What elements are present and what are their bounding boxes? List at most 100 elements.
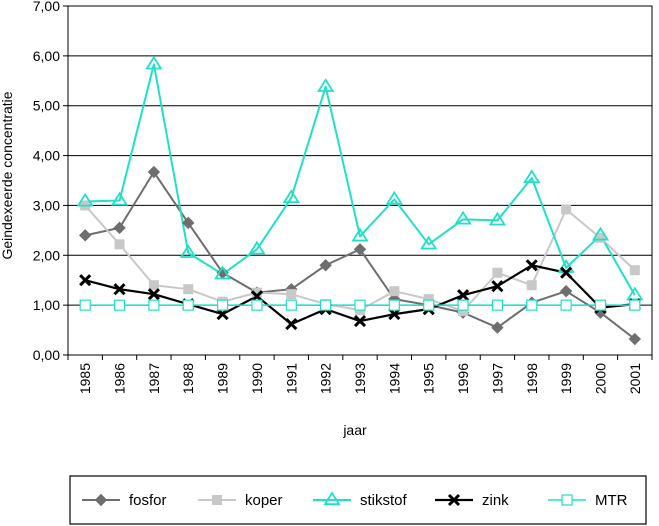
point-stikstof [420, 235, 438, 250]
x-tick-label: 1994 [386, 363, 402, 394]
point-stikstof [591, 226, 610, 241]
x-tick-label: 2000 [592, 363, 608, 394]
x-tick-label: 1988 [180, 363, 196, 394]
point-mtr [560, 299, 572, 311]
legend: fosfor koper stikstof zink MTR [69, 475, 647, 525]
point-stikstof [523, 169, 541, 184]
y-tick-label: 4,00 [33, 148, 60, 164]
point-mtr [79, 299, 91, 311]
point-mtr [457, 299, 469, 311]
point-zink [525, 259, 538, 272]
point-koper [114, 239, 125, 250]
point-koper [148, 280, 159, 291]
point-stikstof [110, 191, 129, 206]
legend-marker-stikstof [323, 491, 341, 506]
legend-label-mtr: MTR [595, 492, 628, 509]
point-stikstof [145, 55, 163, 70]
point-mtr [182, 299, 194, 311]
y-tick-label: 7,00 [33, 0, 60, 14]
point-koper [286, 289, 297, 300]
point-mtr [526, 299, 538, 311]
point-fosfor [182, 216, 195, 230]
point-fosfor [147, 165, 161, 179]
point-koper [492, 267, 503, 278]
point-fosfor [491, 321, 504, 334]
point-zink [491, 280, 504, 293]
point-mtr [148, 299, 160, 311]
point-mtr [216, 299, 229, 311]
x-tick-label: 1996 [455, 363, 471, 394]
point-mtr [285, 299, 297, 311]
point-stikstof [385, 190, 403, 205]
series-line-zink [84, 264, 635, 326]
point-zink [147, 288, 160, 301]
point-stikstof [248, 240, 266, 255]
x-tick-label: 1995 [421, 363, 437, 394]
gridlines [68, 5, 652, 306]
axes: 0,00 1,00 2,00 3,00 4,00 5,00 6,00 7,00 1985 1986… [33, 0, 653, 394]
legend-marker-fosfor [94, 493, 108, 507]
point-stikstof [76, 192, 94, 207]
x-tick-label: 1993 [352, 363, 368, 394]
y-tick-label: 0,00 [33, 347, 60, 363]
point-koper [526, 280, 537, 291]
point-koper [251, 287, 262, 298]
point-mtr [629, 299, 641, 311]
legend-label-fosfor: fosfor [129, 492, 167, 509]
point-fosfor [319, 259, 332, 272]
point-stikstof [317, 78, 335, 92]
point-fosfor [353, 243, 367, 256]
x-tick-label: 1985 [77, 363, 93, 394]
point-mtr [491, 299, 504, 311]
point-zink [456, 289, 470, 302]
point-stikstof [282, 189, 300, 204]
point-zink [353, 315, 367, 328]
point-fosfor [559, 284, 573, 298]
x-tick-label: 1999 [558, 363, 574, 394]
y-tick-label: 5,00 [33, 98, 60, 114]
x-tick-label: 1997 [489, 363, 505, 394]
y-tick-label: 3,00 [33, 197, 60, 213]
x-tick-label: 1987 [146, 363, 162, 394]
y-tick-label: 6,00 [33, 48, 60, 64]
point-stikstof [454, 210, 472, 225]
y-axis-title: Geindexeerde concentratie [0, 91, 15, 259]
series-markers [76, 55, 644, 346]
x-tick-label: 1998 [524, 363, 540, 394]
point-stikstof [351, 227, 369, 242]
point-zink [388, 308, 401, 321]
y-tick-label: 1,00 [33, 297, 60, 313]
x-tick-label: 1986 [112, 363, 128, 394]
point-koper [629, 265, 640, 276]
y-tick-label: 2,00 [33, 247, 60, 263]
x-tick-label: 1989 [215, 363, 231, 394]
point-koper [183, 284, 194, 295]
point-mtr [594, 299, 607, 311]
plot-area-frame [67, 5, 653, 356]
point-mtr [113, 299, 126, 311]
legend-marker-koper [212, 495, 222, 505]
point-zink [113, 283, 126, 296]
point-mtr [251, 299, 263, 311]
point-koper [423, 294, 434, 305]
point-stikstof [626, 286, 644, 301]
point-fosfor [628, 332, 642, 346]
point-koper [595, 232, 606, 243]
point-zink [79, 274, 92, 287]
point-zink [285, 318, 298, 331]
legend-marker-mtr [561, 494, 573, 506]
point-koper [389, 286, 400, 297]
legend-marker-zink [447, 493, 461, 507]
x-tick-label: 1992 [318, 363, 334, 394]
x-tick-label: 1990 [249, 363, 265, 394]
point-zink [560, 266, 573, 279]
point-mtr [354, 299, 366, 311]
point-zink [250, 290, 264, 303]
point-mtr [423, 299, 435, 311]
point-stikstof [488, 211, 507, 226]
point-mtr [320, 299, 332, 311]
point-fosfor [113, 221, 126, 235]
x-tick-label: 2001 [627, 363, 643, 394]
point-zink [216, 308, 229, 321]
